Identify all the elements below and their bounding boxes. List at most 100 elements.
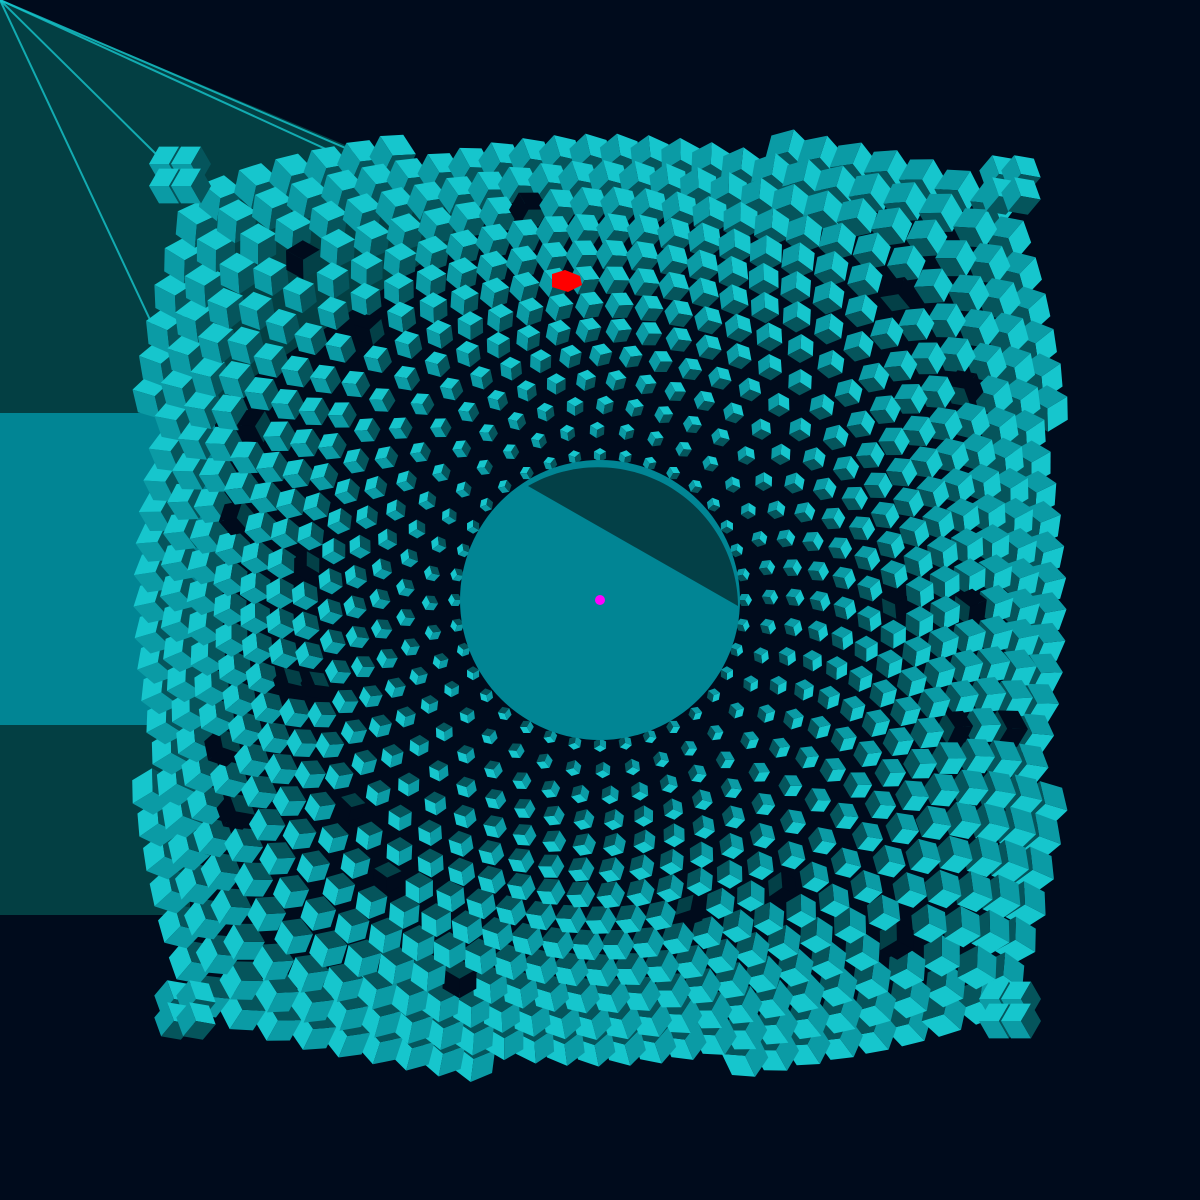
tunnel-cube bbox=[418, 491, 437, 510]
cube-right-face bbox=[663, 823, 675, 842]
cube-right-face bbox=[358, 885, 388, 903]
tunnel-cube bbox=[543, 729, 558, 744]
cube-right-face bbox=[511, 444, 520, 460]
cube-top-face bbox=[472, 975, 492, 1004]
tunnel-cube bbox=[429, 760, 449, 782]
cube-top-face bbox=[420, 698, 430, 714]
cube-left-face bbox=[516, 743, 525, 759]
cube-left-face bbox=[843, 330, 863, 351]
cube-right-face bbox=[708, 504, 721, 512]
cube-top-face bbox=[712, 731, 724, 741]
tunnel-cube bbox=[854, 635, 878, 663]
player-cube[interactable] bbox=[552, 270, 582, 292]
tunnel-cube bbox=[911, 903, 947, 943]
tunnel-cube bbox=[618, 423, 635, 441]
cube-top-face bbox=[236, 409, 265, 427]
tunnel-cube bbox=[426, 319, 454, 349]
cube-left-face bbox=[455, 349, 471, 368]
tunnel-cube bbox=[536, 878, 566, 905]
cube-left-face bbox=[509, 276, 525, 303]
cube-right-face bbox=[783, 711, 794, 730]
cube-left-face bbox=[320, 237, 338, 268]
cube-left-face bbox=[239, 587, 270, 605]
cube-right-face bbox=[720, 526, 733, 534]
cube-top-face bbox=[600, 944, 627, 960]
cube-right-face bbox=[872, 844, 890, 874]
tunnel-cube bbox=[786, 893, 816, 928]
cube-top-face bbox=[675, 910, 703, 926]
cube-top-face bbox=[219, 961, 242, 1000]
tunnel-cube bbox=[711, 428, 730, 447]
player-cube-body[interactable] bbox=[552, 270, 582, 292]
cube-left-face bbox=[478, 142, 501, 181]
cube-top-face bbox=[629, 867, 652, 881]
cube-right-face bbox=[363, 685, 383, 697]
tunnel-cube bbox=[467, 666, 480, 681]
cube-top-face bbox=[381, 748, 393, 768]
cube-top-face bbox=[457, 311, 483, 326]
tunnel-cube bbox=[340, 848, 371, 879]
cube-top-face bbox=[215, 620, 232, 648]
tunnel-cube bbox=[909, 342, 947, 375]
target-dot[interactable] bbox=[595, 595, 605, 605]
tunnel-cube bbox=[568, 450, 582, 465]
cube-right-face bbox=[833, 604, 848, 620]
cube-right-face bbox=[893, 499, 914, 518]
cube-left-face bbox=[837, 966, 858, 1001]
cube-right-face bbox=[519, 720, 531, 727]
cube-left-face bbox=[861, 821, 884, 840]
cube-left-face bbox=[624, 1028, 646, 1066]
tunnel-cube bbox=[832, 455, 860, 481]
tunnel-cube bbox=[705, 887, 735, 920]
cube-top-face bbox=[536, 402, 554, 413]
cube-right-face bbox=[787, 348, 813, 363]
cube-left-face bbox=[835, 726, 857, 739]
cube-right-face bbox=[926, 320, 956, 338]
cube-right-face bbox=[418, 819, 442, 833]
cube-right-face bbox=[740, 732, 750, 750]
cube-left-face bbox=[882, 758, 907, 773]
cube-right-face bbox=[757, 707, 767, 723]
cube-top-face bbox=[291, 581, 305, 605]
cube-left-face bbox=[677, 922, 695, 952]
cube-right-face bbox=[689, 841, 702, 862]
cube-top-face bbox=[800, 334, 814, 357]
cube-right-face bbox=[388, 677, 406, 688]
tunnel-cube bbox=[572, 833, 597, 856]
tunnel-cube bbox=[396, 609, 416, 626]
cube-top-face bbox=[570, 943, 595, 961]
cube-left-face bbox=[855, 442, 877, 457]
cube-left-face bbox=[863, 150, 898, 173]
cube-top-face bbox=[790, 715, 804, 730]
cube-left-face bbox=[550, 879, 566, 905]
cube-left-face bbox=[289, 443, 315, 458]
cube-top-face bbox=[637, 268, 660, 285]
tunnel-cube bbox=[807, 620, 829, 642]
cube-left-face bbox=[929, 565, 960, 583]
tunnel-cube bbox=[923, 935, 960, 977]
cube-left-face bbox=[971, 708, 1002, 726]
cube-right-face bbox=[771, 454, 790, 466]
tunnel-cube bbox=[751, 530, 768, 547]
cube-left-face bbox=[467, 917, 483, 945]
cube-left-face bbox=[711, 992, 733, 1028]
cube-left-face bbox=[320, 611, 343, 625]
tunnel-cube bbox=[819, 758, 847, 782]
tunnel-cube bbox=[309, 930, 348, 968]
cube-top-face bbox=[351, 753, 365, 776]
tunnel-cube bbox=[530, 432, 547, 449]
cube-top-face bbox=[575, 213, 603, 232]
cube-left-face bbox=[446, 263, 463, 291]
cube-left-face bbox=[451, 685, 460, 698]
cube-left-face bbox=[569, 186, 589, 221]
cube-left-face bbox=[133, 571, 170, 593]
cube-left-face bbox=[505, 248, 523, 278]
cube-right-face bbox=[401, 307, 417, 333]
tunnel-cube bbox=[210, 888, 252, 926]
tunnel-cube bbox=[807, 561, 830, 581]
tunnel-cube bbox=[723, 402, 744, 424]
tunnel-cube bbox=[768, 737, 791, 758]
cube-top-face bbox=[372, 868, 388, 894]
